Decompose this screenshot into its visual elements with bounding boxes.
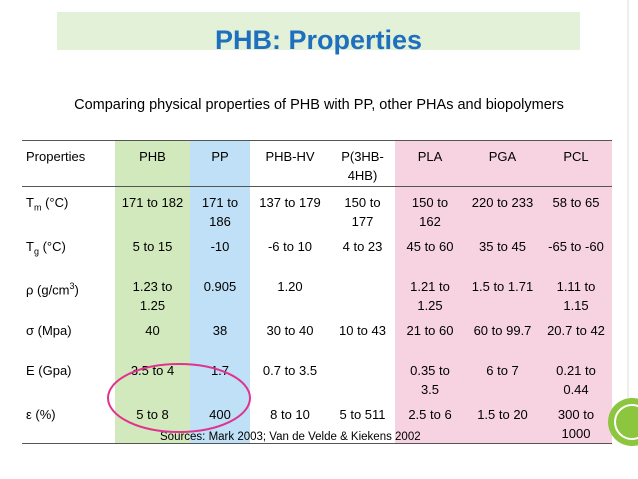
header-row: Properties PHB PP PHB-HV P(3HB-4HB) PLA PGA PCL — [22, 140, 612, 187]
column-header: PGA — [465, 140, 540, 187]
table-cell: 137 to 179 — [259, 195, 321, 210]
table-row: E (Gpa) 3.5 to 4 1.7 0.7 to 3.5 0.35 to 3.5 6… — [22, 355, 612, 399]
properties-table: Properties PHB PP PHB-HV P(3HB-4HB) PLA PGA PCL… — [22, 140, 612, 444]
column-header: P(3HB-4HB) — [330, 140, 395, 187]
label-text: ε (%) — [26, 407, 56, 422]
row-label: σ (Mpa) — [22, 315, 115, 355]
corner-ring — [614, 404, 638, 440]
column-header: PHB-HV — [250, 140, 330, 187]
table-cell: 150 to 177 — [344, 195, 381, 229]
title-bar — [57, 12, 580, 50]
corner-circle — [608, 398, 638, 446]
table-cell: 1.5 to 1.71 — [465, 271, 540, 315]
table-cell: 0.7 to 3.5 — [262, 363, 318, 378]
table-cell: 1.21 to 1.25 — [395, 271, 465, 315]
table-row: Tg (°C) 5 to 15 -10 -6 to 10 4 to 23 45 to 60… — [22, 231, 612, 271]
table-cell: 150 to 162 — [395, 186, 465, 231]
title: PHB: Properties — [214, 25, 423, 55]
table-cell: 58 to 65 — [540, 186, 612, 231]
table-cell: 60 to 99.7 — [465, 315, 540, 355]
table-cell: 1.7 — [190, 355, 250, 399]
table-cell: -6 to 10 — [267, 239, 313, 254]
table-cell: 30 to 40 — [266, 323, 314, 338]
table-cell: 5 to 15 — [115, 231, 190, 271]
label-unit: ) — [74, 282, 79, 298]
table-cell: 171 to 186 — [190, 186, 250, 231]
label-text: T — [26, 195, 34, 210]
table-cell: 0.905 — [190, 271, 250, 315]
table-cell: -65 to -60 — [540, 231, 612, 271]
table-cell: 45 to 60 — [395, 231, 465, 271]
table-cell: 220 to 233 — [465, 186, 540, 231]
label-text: T — [26, 239, 34, 254]
label-unit: (°C) — [38, 239, 66, 254]
table-cell: 1.5 to 20 — [465, 399, 540, 444]
column-header: PCL — [540, 140, 612, 187]
row-label: Tm (°C) — [22, 187, 115, 232]
table-cell: 3.5 to 4 — [115, 355, 190, 399]
table-cell: 35 to 45 — [465, 231, 540, 271]
label-text: ρ (g/cm — [26, 282, 70, 298]
table-body: Tm (°C) 171 to 182 171 to 186 137 to 179 150… — [22, 186, 612, 444]
table-cell: 4 to 23 — [342, 239, 383, 254]
label-subscript: g — [33, 246, 39, 257]
column-header: Properties — [22, 140, 115, 187]
row-label: ρ (g/cm3) — [22, 271, 115, 315]
table-cell: 38 — [190, 315, 250, 355]
label-subscript: m — [33, 202, 42, 213]
label-text: σ (Mpa) — [26, 323, 72, 338]
row-label: Tg (°C) — [22, 231, 115, 271]
table-cell: 171 to 182 — [115, 186, 190, 231]
table-row: Tm (°C) 171 to 182 171 to 186 137 to 179 150… — [22, 186, 612, 232]
subtitle: Comparing physical properties of PHB wit… — [74, 97, 564, 113]
row-label: ε (%) — [22, 399, 115, 444]
table-cell — [330, 271, 395, 315]
table-cell: 0.35 to 3.5 — [395, 355, 465, 399]
table-cell: 1.23 to 1.25 — [115, 271, 190, 315]
column-header: PLA — [395, 140, 465, 187]
table-cell: 21 to 60 — [395, 315, 465, 355]
source-note: Sources: Mark 2003; Van de Velde & Kieke… — [160, 431, 421, 443]
table-cell: 0.21 to 0.44 — [540, 355, 612, 399]
table-cell: 40 — [115, 315, 190, 355]
table-cell: 1.20 — [277, 279, 303, 294]
table-cell: 8 to 10 — [250, 399, 330, 444]
table-cell: 1.11 to 1.15 — [540, 271, 612, 315]
table-cell: 2.5 to 6 — [395, 399, 465, 444]
label-unit: (°C) — [41, 195, 69, 210]
row-label: E (Gpa) — [22, 355, 115, 399]
table-cell: 6 to 7 — [465, 355, 540, 399]
table-cell: -10 — [190, 231, 250, 271]
label-superscript: 3 — [69, 281, 75, 291]
table-row: σ (Mpa) 40 38 30 to 40 10 to 43 21 to 60 60 to… — [22, 315, 612, 355]
label-text: E (Gpa) — [26, 363, 72, 378]
table-cell: 10 to 43 — [339, 323, 386, 338]
column-header: PHB — [115, 140, 190, 187]
table-row: ρ (g/cm3) 1.23 to 1.25 0.905 1.20 1.21 to 1.… — [22, 271, 612, 315]
table-cell: 300 to 1000 — [540, 399, 612, 444]
table-cell: 20.7 to 42 — [540, 315, 612, 355]
table-cell — [330, 355, 395, 399]
table-cell: 5 to 511 — [330, 399, 395, 444]
column-header: PP — [190, 140, 250, 187]
